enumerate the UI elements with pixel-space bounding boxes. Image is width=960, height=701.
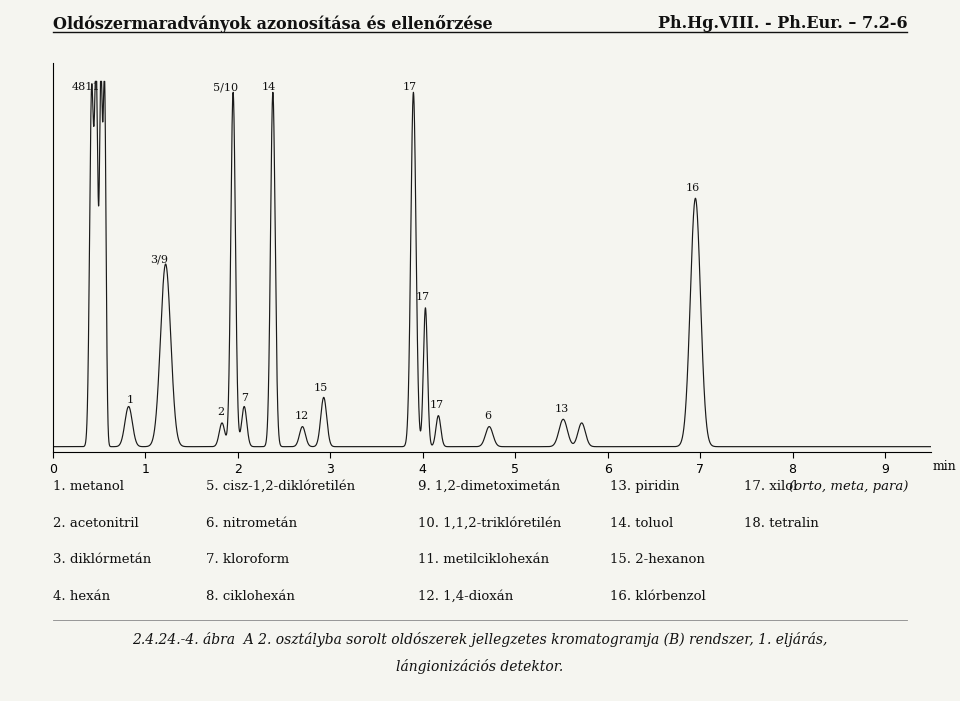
Text: 9. 1,2-dimetoximetán: 9. 1,2-dimetoximetán (418, 480, 560, 494)
Text: 12: 12 (295, 411, 309, 421)
Text: (orto, meta, para): (orto, meta, para) (789, 480, 908, 494)
Text: 3. diklórmetán: 3. diklórmetán (53, 553, 151, 566)
Text: 5. cisz-1,2-diklóretilén: 5. cisz-1,2-diklóretilén (206, 480, 355, 494)
Text: 15: 15 (314, 383, 328, 393)
Text: 17: 17 (416, 292, 430, 302)
Text: 17: 17 (430, 400, 444, 410)
Text: 12. 1,4-dioxán: 12. 1,4-dioxán (418, 590, 513, 603)
Text: 11. metilciklohexán: 11. metilciklohexán (418, 553, 549, 566)
Text: 13: 13 (555, 404, 569, 414)
Text: 1. metanol: 1. metanol (53, 480, 124, 494)
Text: 6: 6 (484, 411, 492, 421)
Text: 17: 17 (402, 82, 417, 93)
Text: 4811: 4811 (72, 82, 101, 93)
Text: 5/10: 5/10 (213, 82, 238, 93)
Text: 6. nitrometán: 6. nitrometán (206, 517, 298, 530)
Text: 10. 1,1,2-triklóretilén: 10. 1,1,2-triklóretilén (418, 517, 561, 530)
Text: 18. tetralin: 18. tetralin (744, 517, 819, 530)
Text: min: min (933, 461, 957, 473)
Text: Oldószermaradványok azonosítása és ellenőrzése: Oldószermaradványok azonosítása és ellen… (53, 15, 492, 34)
Text: 2.4.24.-4. ábra  A 2. osztályba sorolt oldószerek jellegzetes kromatogramja (B) : 2.4.24.-4. ábra A 2. osztályba sorolt ol… (132, 632, 828, 647)
Text: 16: 16 (685, 183, 700, 193)
Text: 2. acetonitril: 2. acetonitril (53, 517, 138, 530)
Text: 2: 2 (218, 407, 225, 417)
Text: 14: 14 (262, 82, 276, 93)
Text: 7. kloroform: 7. kloroform (206, 553, 290, 566)
Text: 17. xilol: 17. xilol (744, 480, 802, 494)
Text: 16. klórbenzol: 16. klórbenzol (610, 590, 706, 603)
Text: 3/9: 3/9 (150, 254, 168, 264)
Text: 4. hexán: 4. hexán (53, 590, 110, 603)
Text: 14. toluol: 14. toluol (610, 517, 673, 530)
Text: 13. piridin: 13. piridin (610, 480, 679, 494)
Text: 1: 1 (127, 395, 134, 404)
Text: 8. ciklohexán: 8. ciklohexán (206, 590, 296, 603)
Text: 15. 2-hexanon: 15. 2-hexanon (610, 553, 705, 566)
Text: Ph.Hg.VIII. - Ph.Eur. – 7.2-6: Ph.Hg.VIII. - Ph.Eur. – 7.2-6 (658, 15, 907, 32)
Text: lángionizációs detektor.: lángionizációs detektor. (396, 659, 564, 674)
Text: 7: 7 (241, 393, 249, 403)
